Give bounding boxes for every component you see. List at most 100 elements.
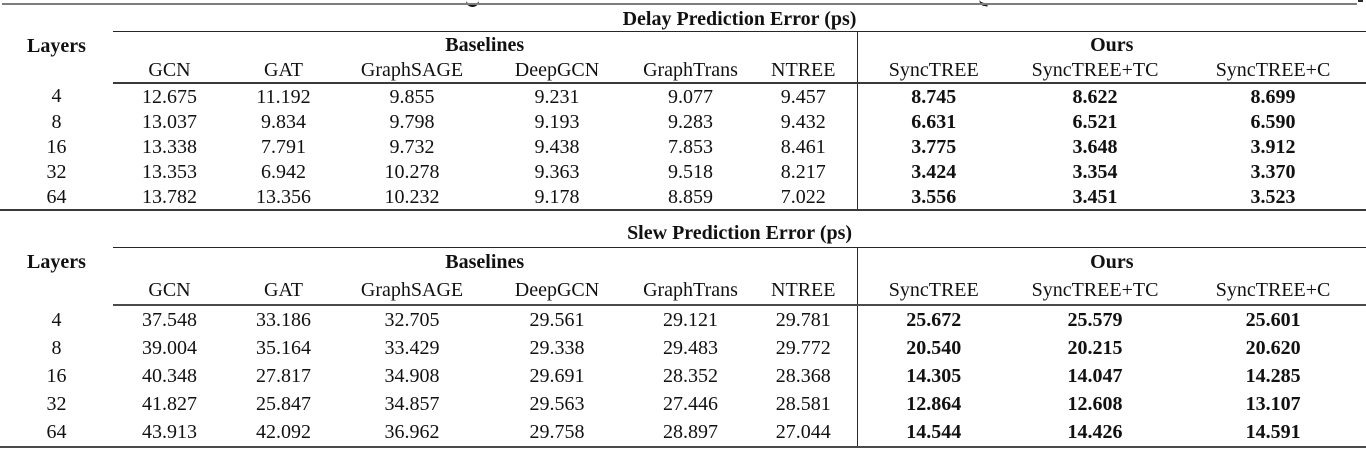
layers-column-header: Layers [27, 250, 86, 273]
table-row: 32 41.827 25.847 34.857 29.563 27.446 28.581 12… [0, 390, 1366, 418]
ours-value-cell: 20.215 [1067, 337, 1123, 359]
column-header-synctree: SyncTREE [856, 57, 1010, 84]
baseline-value-cell: 29.758 [483, 418, 631, 448]
table-row: 4 37.548 33.186 32.705 29.561 29.121 29.781 25.… [0, 305, 1366, 334]
baseline-value-cell: 9.518 [668, 160, 713, 183]
column-header-gat: GAT [226, 276, 341, 306]
baseline-value-cell: 13.356 [226, 184, 341, 211]
baseline-value-cell: 8.859 [631, 184, 750, 211]
baseline-value-cell: 39.004 [142, 337, 197, 359]
column-header-deepgcn: DeepGCN [483, 57, 631, 84]
column-header-synctree-tc: SyncTREE+TC [1010, 57, 1180, 84]
baseline-value-cell: 7.791 [261, 135, 306, 158]
ours-value-cell: 20.620 [1245, 337, 1301, 359]
baseline-value-cell: 28.897 [631, 418, 750, 448]
column-header-graphsage: GraphSAGE [341, 276, 483, 306]
column-header-graphsage: GraphSAGE [341, 57, 483, 84]
ours-value-cell: 12.608 [1067, 393, 1123, 415]
baseline-value-cell: 41.827 [142, 393, 197, 415]
baseline-value-cell: 9.077 [668, 85, 713, 108]
baseline-value-cell: 13.338 [142, 135, 197, 158]
baseline-value-cell: 29.563 [529, 393, 585, 415]
baseline-value-cell: 13.037 [142, 110, 197, 133]
column-header-deepgcn: DeepGCN [483, 276, 631, 306]
ours-value-cell: 8.622 [1072, 85, 1118, 108]
table-row: 16 40.348 27.817 34.908 29.691 28.352 28.368 14… [0, 362, 1366, 390]
column-header-graphtrans: GraphTrans [631, 276, 750, 306]
layers-cell: 4 [51, 308, 62, 331]
column-header-row: GCN GAT GraphSAGE DeepGCN GraphTrans NTR… [0, 57, 1366, 84]
baseline-value-cell: 28.581 [775, 393, 831, 415]
baseline-value-cell: 7.022 [750, 184, 857, 211]
ours-value-cell: 25.579 [1067, 309, 1123, 331]
caption-descender [1358, 0, 1363, 2]
baseline-value-cell: 9.855 [389, 85, 435, 108]
table-row: 16 13.338 7.791 9.732 9.438 7.853 8.461 3.775 3.… [0, 134, 1366, 159]
layers-cell: 16 [46, 365, 67, 387]
table-row: 8 13.037 9.834 9.798 9.193 9.283 9.432 6.631 6.5… [0, 109, 1366, 134]
table-row: 32 13.353 6.942 10.278 9.363 9.518 8.217 3.424 3… [0, 159, 1366, 184]
baseline-value-cell: 9.283 [668, 110, 713, 133]
baseline-value-cell: 6.942 [261, 160, 306, 183]
slew-data-rows: 4 37.548 33.186 32.705 29.561 29.121 29.781 25.… [0, 305, 1366, 448]
ours-value-cell: 8.745 [856, 83, 1010, 109]
table-row: 8 39.004 35.164 33.429 29.338 29.483 29.772 20.… [0, 334, 1366, 362]
baseline-value-cell: 9.798 [389, 110, 435, 133]
baseline-value-cell: 29.338 [529, 337, 585, 359]
group-header-row: Layers Baselines Ours [0, 31, 1366, 57]
ours-value-cell: 3.354 [1072, 160, 1118, 183]
layers-column-header: Layers [27, 34, 86, 57]
corner-spacer [0, 6, 113, 32]
baseline-value-cell: 29.772 [775, 337, 831, 359]
baseline-value-cell: 28.368 [775, 365, 831, 387]
section-title-row: Delay Prediction Error (ps) [0, 6, 1366, 32]
section-title-row: Slew Prediction Error (ps) [0, 218, 1366, 248]
ours-value-cell: 8.699 [1250, 85, 1296, 108]
ours-value-cell: 14.285 [1245, 365, 1301, 387]
layers-cell: 32 [46, 393, 67, 415]
layers-cell: 8 [51, 110, 62, 133]
column-header-gat: GAT [226, 57, 341, 84]
baseline-value-cell: 27.044 [750, 418, 857, 448]
delay-prediction-table: Delay Prediction Error (ps) Layers Basel… [0, 6, 1366, 211]
baseline-value-cell: 9.438 [534, 135, 580, 158]
table-row: 64 43.913 42.092 36.962 29.758 28.897 27.044 14… [0, 418, 1366, 448]
baseline-value-cell: 9.834 [261, 110, 306, 133]
column-header-gcn: GCN [113, 276, 226, 306]
baseline-value-cell: 29.561 [529, 309, 585, 331]
layers-cell: 32 [46, 160, 67, 183]
ours-value-cell: 3.556 [856, 184, 1010, 211]
ours-value-cell: 3.648 [1072, 135, 1118, 158]
baseline-value-cell: 9.432 [780, 110, 826, 133]
baseline-value-cell: 13.353 [142, 160, 197, 183]
baseline-value-cell: 10.278 [384, 160, 440, 183]
baseline-value-cell: 9.732 [389, 135, 435, 158]
table-top-rule [2, 3, 1357, 5]
baseline-value-cell: 8.461 [780, 135, 826, 158]
baseline-value-cell: 27.817 [256, 365, 311, 387]
group-header-row: Layers Baselines Ours [0, 247, 1366, 276]
ours-value-cell: 3.775 [856, 134, 1010, 159]
layers-cell: 64 [0, 184, 113, 211]
table-row: 64 13.782 13.356 10.232 9.178 8.859 7.022 3.556… [0, 184, 1366, 211]
baseline-value-cell: 43.913 [113, 418, 226, 448]
ours-value-cell: 13.107 [1245, 393, 1301, 415]
baseline-value-cell: 13.782 [113, 184, 226, 211]
baseline-value-cell: 29.483 [663, 337, 718, 359]
ours-value-cell: 14.305 [856, 362, 1010, 390]
baseline-value-cell: 29.121 [663, 309, 718, 331]
baseline-value-cell: 27.446 [663, 393, 718, 415]
ours-value-cell: 3.424 [856, 159, 1010, 184]
column-header-graphtrans: GraphTrans [631, 57, 750, 84]
baselines-group-header: Baselines [445, 251, 525, 273]
cropped-caption-strip [0, 0, 1366, 7]
layers-cell: 16 [46, 135, 67, 158]
baseline-value-cell: 25.847 [256, 393, 311, 415]
ours-value-cell: 3.912 [1250, 135, 1296, 158]
ours-value-cell: 14.544 [856, 418, 1010, 448]
layers-cell: 4 [51, 85, 62, 107]
baseline-value-cell: 9.363 [534, 160, 580, 183]
baseline-value-cell: 9.178 [483, 184, 631, 211]
ours-group-header: Ours [856, 31, 1366, 57]
